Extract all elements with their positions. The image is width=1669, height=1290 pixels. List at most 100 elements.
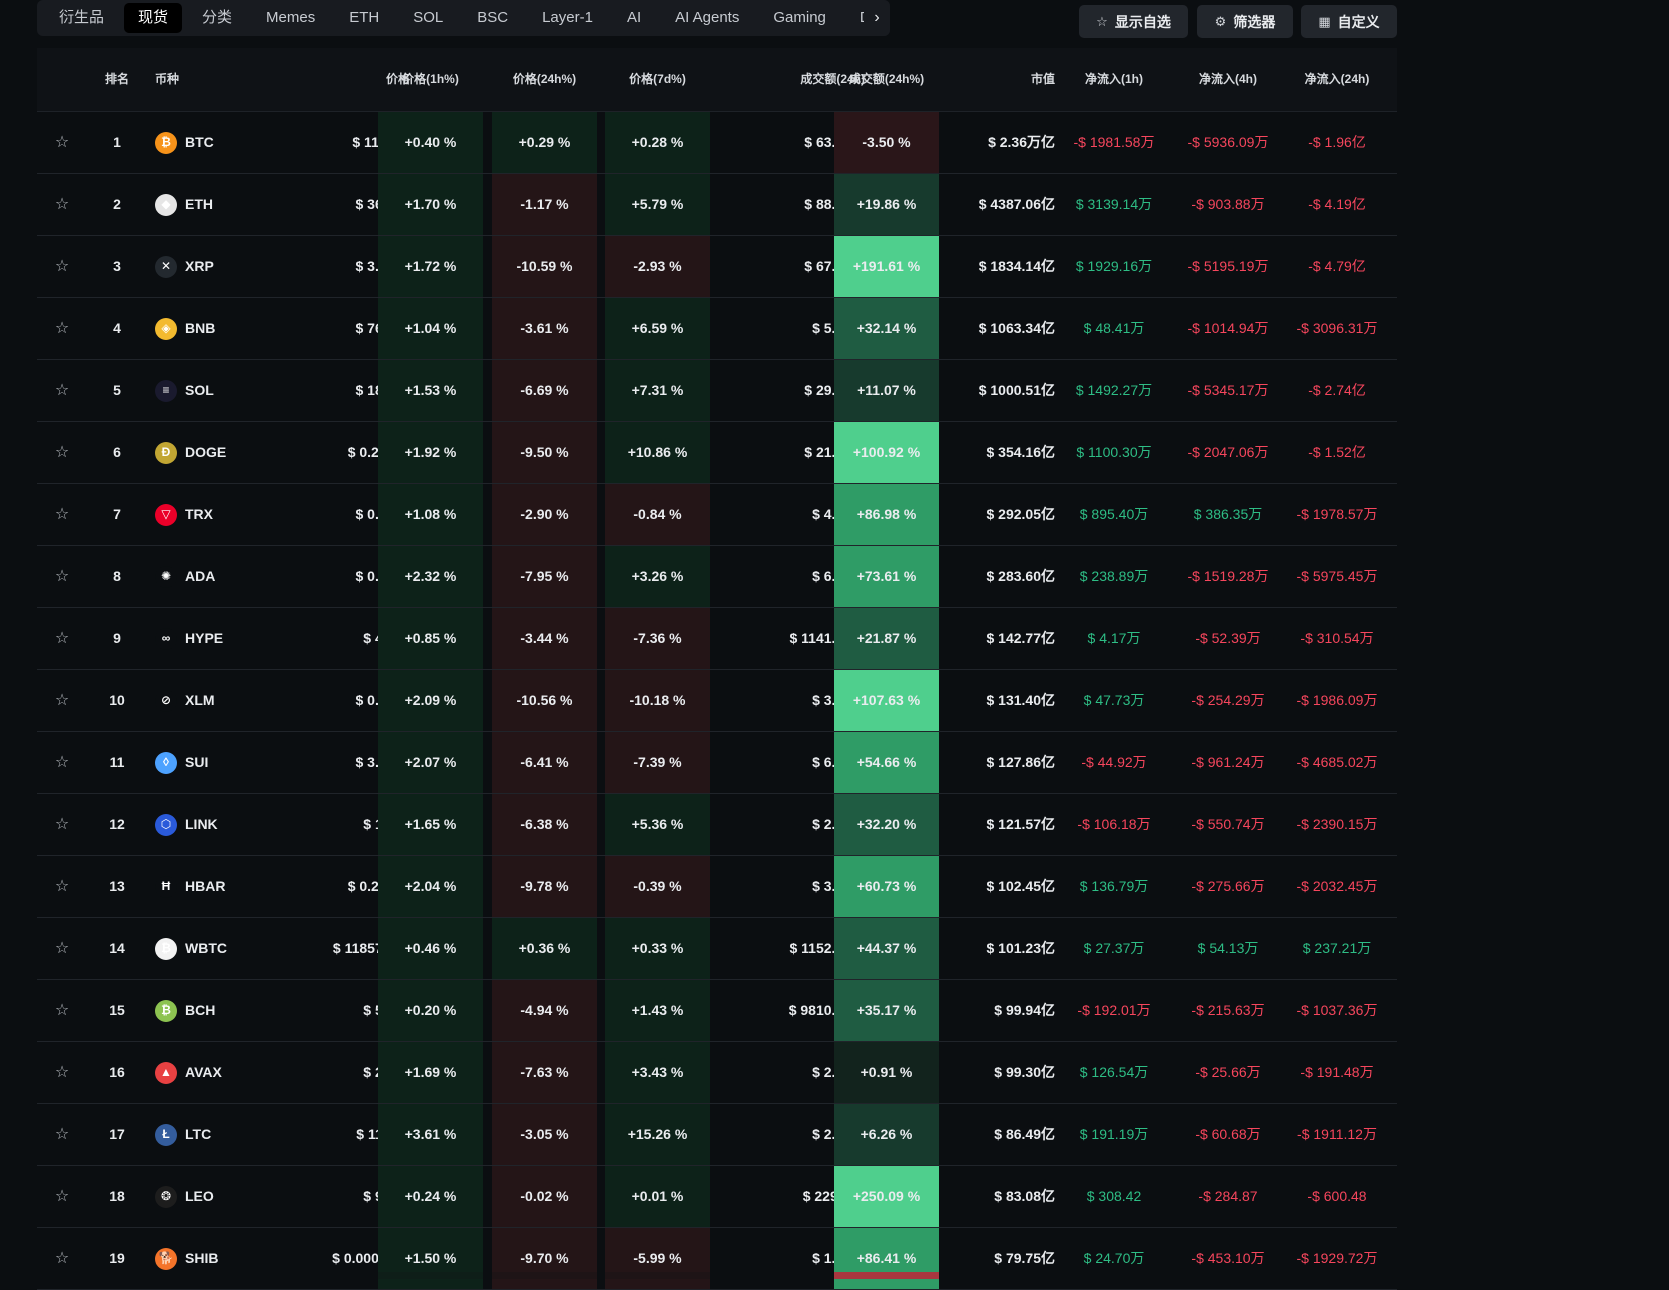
header-rank[interactable]: 排名 bbox=[104, 72, 129, 86]
favorite-star-icon[interactable]: ☆ bbox=[54, 1064, 70, 1081]
table-row[interactable]: ☆ 9 ∞ HYPE $ 42.64 +0.85 % -3.44 % -7.36… bbox=[37, 608, 1397, 670]
header-netflow-1h[interactable]: 净流入(1h) bbox=[1085, 72, 1143, 86]
favorite-star-icon[interactable]: ☆ bbox=[54, 940, 70, 957]
table-row[interactable]: ☆ 2 ◆ ETH $ 3630.7 +1.70 % -1.17 % +5.79… bbox=[37, 174, 1397, 236]
coin-cell[interactable]: ▽ TRX bbox=[155, 484, 213, 545]
price-change-1h-cell: +2.09 % bbox=[378, 670, 483, 731]
table-row[interactable]: ☆ 15 ₿ BCH $ 502.2 +0.20 % -4.94 % +1.43… bbox=[37, 980, 1397, 1042]
price-change-24h-cell: -9.78 % bbox=[492, 856, 597, 917]
tab-layer-1[interactable]: Layer-1 bbox=[542, 9, 593, 26]
show-watchlist-button[interactable]: ☆ 显示自选 bbox=[1079, 5, 1188, 38]
coin-cell[interactable]: ∞ HYPE bbox=[155, 608, 223, 669]
coin-cell[interactable]: Ł LTC bbox=[155, 1104, 211, 1165]
table-row[interactable]: ☆ 16 ▲ AVAX $ 23.49 +1.69 % -7.63 % +3.4… bbox=[37, 1042, 1397, 1104]
header-netflow-24h[interactable]: 净流入(24h) bbox=[1304, 72, 1370, 86]
tab-[interactable]: 现货 bbox=[124, 3, 183, 33]
favorite-star-icon[interactable]: ☆ bbox=[54, 630, 70, 647]
table-row[interactable]: ☆ 18 ❂ LEO $ 9.004 +0.24 % -0.02 % +0.01… bbox=[37, 1166, 1397, 1228]
coin-cell[interactable]: ₿ BCH bbox=[155, 980, 215, 1041]
favorite-star-icon[interactable]: ☆ bbox=[54, 878, 70, 895]
favorite-star-icon[interactable]: ☆ bbox=[54, 692, 70, 709]
table-row[interactable]: ☆ 12 ⬡ LINK $ 17.89 +1.65 % -6.38 % +5.3… bbox=[37, 794, 1397, 856]
tabs-scroll-right-icon[interactable]: › bbox=[864, 0, 890, 36]
favorite-star-icon[interactable]: ☆ bbox=[54, 258, 70, 275]
header-price-7d[interactable]: 价格(7d%) bbox=[629, 72, 686, 86]
header-volume[interactable]: 成交额(24h) bbox=[800, 72, 865, 86]
volume-change-cell: +0.91 % bbox=[834, 1042, 939, 1103]
tron-icon: ▽ bbox=[155, 503, 177, 526]
tab-[interactable]: 分类 bbox=[202, 9, 233, 26]
coin-cell[interactable]: Ð DOGE bbox=[155, 422, 226, 483]
tab-bsc[interactable]: BSC bbox=[477, 9, 509, 26]
tab-eth[interactable]: ETH bbox=[349, 9, 380, 26]
table-row[interactable]: ☆ 7 ▽ TRX $ 0.3083 +1.08 % -2.90 % -0.84… bbox=[37, 484, 1397, 546]
coin-cell[interactable]: ₿ WBTC bbox=[155, 918, 227, 979]
header-price[interactable]: 价格 bbox=[385, 72, 410, 86]
coin-cell[interactable]: ⊘ XLM bbox=[155, 670, 215, 731]
table-row[interactable]: ☆ 17 Ł LTC $ 113.62 +3.61 % -3.05 % +15.… bbox=[37, 1104, 1397, 1166]
netflow-1h-cell: $ 4.17万 bbox=[1087, 630, 1141, 646]
netflow-24h-cell: -$ 1.52亿 bbox=[1308, 444, 1366, 460]
volume-change-cell: +44.37 % bbox=[834, 918, 939, 979]
coin-cell[interactable]: ✺ ADA bbox=[155, 546, 215, 607]
favorite-star-icon[interactable]: ☆ bbox=[54, 196, 70, 213]
tab-ai-agents[interactable]: AI Agents bbox=[675, 9, 740, 26]
coin-cell[interactable]: ✕ XRP bbox=[155, 236, 214, 297]
sliders-icon: ⚙ bbox=[1214, 13, 1227, 29]
table-row[interactable]: ☆ 19 🐕 SHIB $ 0.0000135 +1.50 % -9.70 % … bbox=[37, 1228, 1397, 1290]
coin-cell[interactable]: ≡ SOL bbox=[155, 360, 214, 421]
table-row[interactable]: ☆ 6 Ð DOGE $ 0.23507 +1.92 % -9.50 % +10… bbox=[37, 422, 1397, 484]
favorite-star-icon[interactable]: ☆ bbox=[54, 1250, 70, 1267]
favorite-star-icon[interactable]: ☆ bbox=[54, 1002, 70, 1019]
table-row[interactable]: ☆ 4 ◈ BNB $ 762.95 +1.04 % -3.61 % +6.59… bbox=[37, 298, 1397, 360]
favorite-star-icon[interactable]: ☆ bbox=[54, 1126, 70, 1143]
price-change-1h-cell: +1.53 % bbox=[378, 360, 483, 421]
header-volume-change[interactable]: 成交额(24h%) bbox=[848, 72, 925, 86]
table-row[interactable]: ☆ 14 ₿ WBTC $ 118576.13 +0.46 % +0.36 % … bbox=[37, 918, 1397, 980]
table-row[interactable]: ☆ 8 ✺ ADA $ 0.7993 +2.32 % -7.95 % +3.26… bbox=[37, 546, 1397, 608]
favorite-star-icon[interactable]: ☆ bbox=[54, 754, 70, 771]
table-row[interactable]: ☆ 1 ₿ BTC $ 118601 +0.40 % +0.29 % +0.28… bbox=[37, 112, 1397, 174]
netflow-24h-cell: -$ 3096.31万 bbox=[1296, 320, 1378, 336]
header-coin[interactable]: 币种 bbox=[155, 72, 180, 86]
coin-cell[interactable]: 🐕 SHIB bbox=[155, 1228, 218, 1289]
favorite-star-icon[interactable]: ☆ bbox=[54, 1188, 70, 1205]
coin-cell[interactable]: ₿ BTC bbox=[155, 112, 214, 173]
tab-ai[interactable]: AI bbox=[626, 9, 642, 26]
coin-cell[interactable]: ▲ AVAX bbox=[155, 1042, 222, 1103]
tab-gaming[interactable]: Gaming bbox=[773, 9, 826, 26]
coin-cell[interactable]: ⬡ LINK bbox=[155, 794, 218, 855]
table-row[interactable]: ☆ 3 ✕ XRP $ 3.0943 +1.72 % -10.59 % -2.9… bbox=[37, 236, 1397, 298]
tab-[interactable]: 衍生品 bbox=[59, 9, 105, 26]
price-change-1h-cell: +0.40 % bbox=[378, 112, 483, 173]
table-row[interactable]: ☆ 10 ⊘ XLM $ 0.4209 +2.09 % -10.56 % -10… bbox=[37, 670, 1397, 732]
table-row[interactable]: ☆ 11 ◊ SUI $ 3.6942 +2.07 % -6.41 % -7.3… bbox=[37, 732, 1397, 794]
table-row[interactable]: ☆ 13 Ħ HBAR $ 0.24124 +2.04 % -9.78 % -0… bbox=[37, 856, 1397, 918]
table-row[interactable]: ☆ 5 ≡ SOL $ 185.65 +1.53 % -6.69 % +7.31… bbox=[37, 360, 1397, 422]
customize-label: 自定义 bbox=[1337, 13, 1380, 30]
coin-cell[interactable]: ◆ ETH bbox=[155, 174, 213, 235]
coin-cell[interactable]: ❂ LEO bbox=[155, 1166, 214, 1227]
coin-cell[interactable]: ◊ SUI bbox=[155, 732, 208, 793]
favorite-star-icon[interactable]: ☆ bbox=[54, 568, 70, 585]
header-market-cap[interactable]: 市值 bbox=[1030, 72, 1055, 86]
favorite-star-icon[interactable]: ☆ bbox=[54, 444, 70, 461]
favorite-star-icon[interactable]: ☆ bbox=[54, 320, 70, 337]
tab-sol[interactable]: SOL bbox=[413, 9, 444, 26]
customize-button[interactable]: ▦ 自定义 bbox=[1301, 5, 1397, 38]
header-price-24h[interactable]: 价格(24h%) bbox=[512, 72, 577, 86]
header-price-1h[interactable]: 价格(1h%) bbox=[402, 72, 459, 86]
tab-memes[interactable]: Memes bbox=[266, 9, 316, 26]
netflow-24h-cell: -$ 4685.02万 bbox=[1296, 754, 1378, 770]
favorite-star-icon[interactable]: ☆ bbox=[54, 816, 70, 833]
coin-cell[interactable]: ◈ BNB bbox=[155, 298, 215, 359]
favorite-star-icon[interactable]: ☆ bbox=[54, 382, 70, 399]
market-cap-cell: $ 127.86亿 bbox=[986, 754, 1056, 770]
rank-cell: 9 bbox=[113, 630, 121, 646]
favorite-star-icon[interactable]: ☆ bbox=[54, 506, 70, 523]
filter-button[interactable]: ⚙ 筛选器 bbox=[1197, 5, 1293, 38]
price-change-7d-cell: +0.33 % bbox=[605, 918, 710, 979]
coin-cell[interactable]: Ħ HBAR bbox=[155, 856, 225, 917]
header-netflow-4h[interactable]: 净流入(4h) bbox=[1199, 72, 1257, 86]
favorite-star-icon[interactable]: ☆ bbox=[54, 134, 70, 151]
